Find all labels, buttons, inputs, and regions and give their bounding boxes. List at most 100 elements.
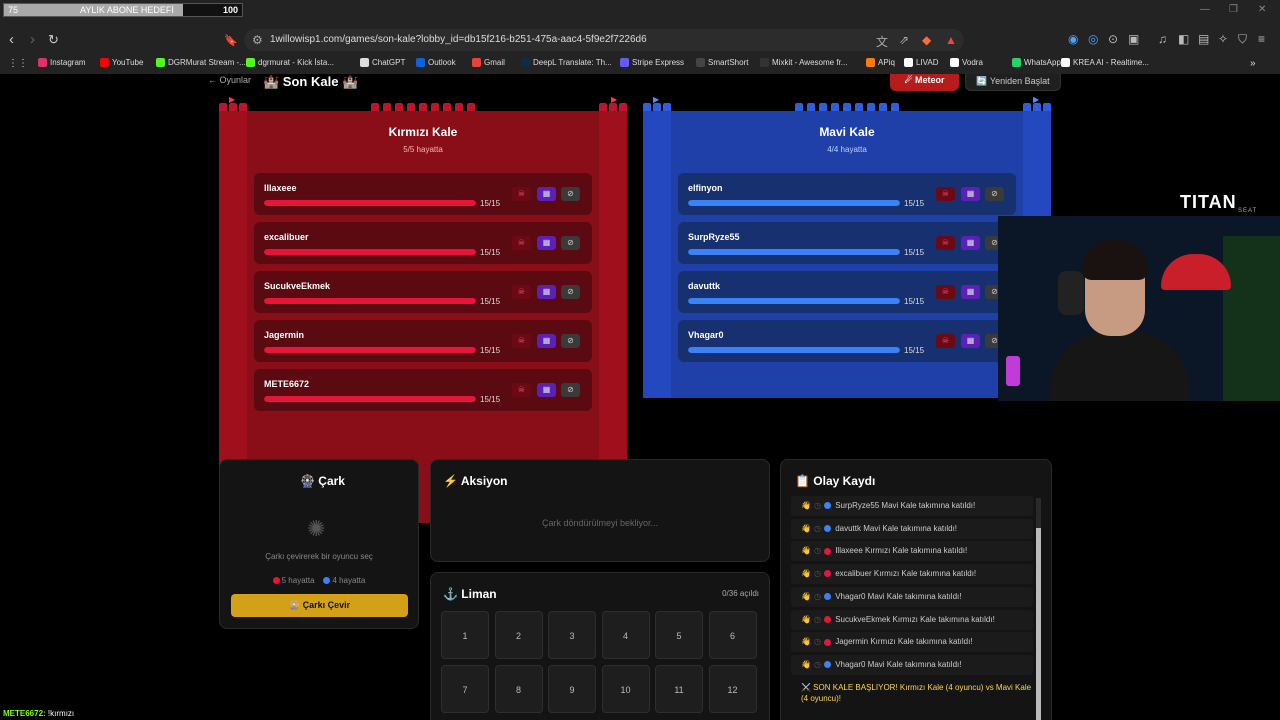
bookmark-icon[interactable]: 🔖	[224, 35, 238, 47]
bookmark-stripe[interactable]: Stripe Express	[620, 58, 684, 67]
player-hp: 15/15	[480, 395, 501, 404]
back-icon[interactable]: ‹	[9, 31, 14, 48]
harbor-cell[interactable]: 12	[708, 665, 757, 713]
freeze-icon[interactable]: ▦	[961, 285, 980, 299]
extension-icon[interactable]: ▣	[1128, 32, 1140, 46]
skull-icon[interactable]: ☠	[936, 334, 955, 348]
forward-icon[interactable]: ›	[30, 31, 35, 48]
harbor-cell[interactable]: 3	[548, 611, 596, 659]
freeze-icon[interactable]: ▦	[537, 236, 556, 250]
ban-icon[interactable]: ⊘	[561, 236, 580, 250]
skull-icon[interactable]: ☠	[512, 334, 531, 348]
rewards-icon[interactable]: ▲	[945, 33, 957, 47]
bookmark-krea[interactable]: KREA AI - Realtime...	[1061, 58, 1149, 67]
bookmark-chatgpt[interactable]: ChatGPT	[360, 58, 405, 67]
minimize-icon[interactable]: —	[1200, 4, 1210, 15]
log-text: Vhagar0 Mavi Kale takımına katıldı!	[835, 591, 962, 601]
address-bar[interactable]	[244, 29, 964, 51]
merlon	[891, 103, 899, 111]
skull-icon[interactable]: ☠	[512, 187, 531, 201]
meteor-button[interactable]: ☄ Meteor	[890, 74, 959, 91]
freeze-icon[interactable]: ▦	[537, 383, 556, 397]
more-bookmarks-icon[interactable]: »	[1250, 58, 1256, 69]
skull-icon[interactable]: ☠	[936, 187, 955, 201]
bookmark-deepl[interactable]: DeepL Translate: Th...	[521, 58, 612, 67]
skull-icon[interactable]: ☠	[936, 285, 955, 299]
ban-icon[interactable]: ⊘	[561, 285, 580, 299]
share-icon[interactable]: ⇗	[899, 33, 910, 47]
freeze-icon[interactable]: ▦	[537, 285, 556, 299]
freeze-icon[interactable]: ▦	[961, 236, 980, 250]
extension-icon[interactable]: ◉	[1068, 32, 1079, 46]
maximize-icon[interactable]: ❐	[1229, 4, 1238, 15]
menu-icon[interactable]: ≡	[1258, 32, 1266, 46]
ban-icon[interactable]: ⊘	[561, 334, 580, 348]
sidebar-icon[interactable]: ◧	[1178, 32, 1190, 46]
harbor-cell[interactable]: 9	[548, 665, 596, 713]
back-to-games-link[interactable]: ← Oyunlar	[208, 75, 252, 85]
bookmark-vodra[interactable]: Vodra	[950, 58, 983, 67]
bookmark-livad[interactable]: LIVAD	[904, 58, 939, 67]
bookmark-whatsapp[interactable]: WhatsApp	[1012, 58, 1061, 67]
bookmark-instagram[interactable]: Instagram	[38, 58, 86, 67]
extension-icon[interactable]: ⊙	[1108, 32, 1119, 46]
skull-icon[interactable]: ☠	[936, 236, 955, 250]
hp-bar	[264, 200, 476, 206]
freeze-icon[interactable]: ▦	[537, 334, 556, 348]
merlon	[807, 103, 815, 111]
freeze-icon[interactable]: ▦	[961, 334, 980, 348]
translate-icon[interactable]: 文	[876, 35, 889, 49]
log-scrollbar[interactable]	[1036, 498, 1041, 720]
freeze-icon[interactable]: ▦	[537, 187, 556, 201]
media-icon[interactable]: ♫	[1158, 32, 1167, 46]
extension-icon[interactable]: ◎	[1088, 32, 1099, 46]
close-icon[interactable]: ✕	[1258, 4, 1267, 15]
blue-alive: 4 hayatta	[332, 576, 366, 585]
action-waiting-text: Çark döndürülmeyi bekliyor...	[541, 518, 659, 528]
event-log-panel: 📋 Olay Kaydı 👋 ◷ SurpRyze55 Mavi Kale tak…	[780, 459, 1052, 720]
harbor-cell[interactable]: 2	[494, 611, 543, 659]
bookmark-mixkit[interactable]: Mixkit - Awesome fr...	[760, 58, 847, 67]
reload-icon[interactable]: ↻	[48, 32, 59, 47]
log-entry: 👋 ◷ excalibuer Kırmızı Kale takımına katı…	[791, 564, 1033, 585]
harbor-cell[interactable]: 10	[601, 665, 650, 713]
bookmark-gmail[interactable]: Gmail	[472, 58, 505, 67]
brave-shield-icon[interactable]: ◆	[922, 33, 932, 47]
bookmark-label: LIVAD	[916, 58, 939, 67]
freeze-icon[interactable]: ▦	[961, 187, 980, 201]
subscriber-goal-bar: 75 AYLIK ABONE HEDEFİ 100	[3, 3, 243, 17]
streamer-hair	[1082, 240, 1148, 280]
ban-icon[interactable]: ⊘	[561, 383, 580, 397]
bookmark-kick[interactable]: DGRMurat Stream -...	[156, 58, 246, 67]
bookmark-youtube[interactable]: YouTube	[100, 58, 143, 67]
harbor-title: ⚓ Liman	[443, 587, 497, 601]
wallet-icon[interactable]: ▤	[1198, 32, 1210, 46]
vpn-icon[interactable]: ⛉	[1238, 32, 1248, 46]
spin-wheel-button[interactable]: 🎡 Çarkı Çevir	[231, 594, 408, 617]
bookmark-smartshort[interactable]: SmartShort	[696, 58, 748, 67]
ban-icon[interactable]: ⊘	[985, 187, 1004, 201]
skull-icon[interactable]: ☠	[512, 383, 531, 397]
site-info-icon[interactable]: ⚙	[252, 33, 263, 47]
harbor-cell[interactable]: 11	[655, 665, 703, 713]
scroll-thumb[interactable]	[1036, 528, 1041, 720]
harbor-cell[interactable]: 6	[708, 611, 757, 659]
apps-icon[interactable]: ⋮⋮	[8, 58, 28, 69]
harbor-cell[interactable]: 5	[655, 611, 703, 659]
harbor-cell[interactable]: 4	[601, 611, 650, 659]
restart-button[interactable]: 🔄 Yeniden Başlat	[965, 74, 1061, 91]
skull-icon[interactable]: ☠	[512, 236, 531, 250]
flag-icon: ▶	[653, 95, 660, 104]
skull-icon[interactable]: ☠	[512, 285, 531, 299]
leo-icon[interactable]: ✧	[1218, 32, 1229, 46]
harbor-cell[interactable]: 7	[441, 665, 489, 713]
ban-icon[interactable]: ⊘	[561, 187, 580, 201]
bookmark-kick[interactable]: dgrmurat - Kick İsta...	[246, 58, 334, 67]
action-panel: ⚡ Aksiyon Çark döndürülmeyi bekliyor...	[430, 459, 770, 562]
harbor-cell[interactable]: 1	[441, 611, 489, 659]
bookmark-apiq[interactable]: APiq	[866, 58, 895, 67]
team-dot-icon	[823, 547, 831, 555]
url-text[interactable]: 1willowisp1.com/games/son-kale?lobby_id=…	[270, 34, 647, 45]
bookmark-outlook[interactable]: Outlook	[416, 58, 456, 67]
harbor-cell[interactable]: 8	[494, 665, 543, 713]
